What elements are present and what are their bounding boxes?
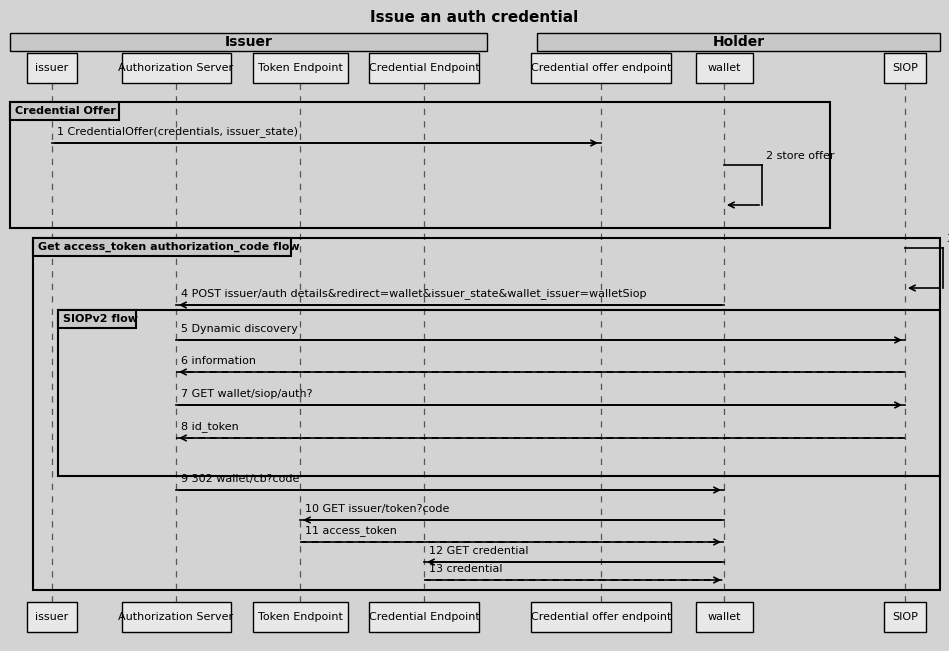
- Text: wallet: wallet: [707, 612, 741, 622]
- Text: 8 id_token: 8 id_token: [181, 421, 239, 432]
- Text: 7 GET wallet/siop/auth?: 7 GET wallet/siop/auth?: [181, 389, 312, 399]
- Bar: [121, 602, 231, 632]
- Bar: [58, 310, 137, 328]
- Text: Get access_token authorization_code flow: Get access_token authorization_code flow: [38, 242, 300, 252]
- Text: issuer: issuer: [35, 612, 68, 622]
- Text: 6 information: 6 information: [181, 356, 256, 366]
- Bar: [369, 53, 479, 83]
- Text: Credential Endpoint: Credential Endpoint: [368, 63, 479, 73]
- Text: Holder: Holder: [713, 35, 765, 49]
- Text: 11 access_token: 11 access_token: [305, 525, 397, 536]
- Text: issuer: issuer: [35, 63, 68, 73]
- Text: Authorization Server: Authorization Server: [119, 612, 233, 622]
- Text: Credential Offer: Credential Offer: [15, 106, 116, 116]
- Bar: [696, 602, 753, 632]
- Bar: [58, 310, 940, 476]
- Text: 5 Dynamic discovery: 5 Dynamic discovery: [181, 324, 298, 334]
- Text: Issue an auth credential: Issue an auth credential: [370, 10, 579, 25]
- Bar: [10, 33, 487, 51]
- Bar: [696, 53, 753, 83]
- Bar: [252, 602, 347, 632]
- Bar: [531, 602, 671, 632]
- Text: 13 credential: 13 credential: [429, 564, 503, 574]
- Text: Credential offer endpoint: Credential offer endpoint: [530, 612, 671, 622]
- Text: Credential offer endpoint: Credential offer endpoint: [530, 63, 671, 73]
- Bar: [33, 238, 940, 590]
- Text: 1 CredentialOffer(credentials, issuer_state): 1 CredentialOffer(credentials, issuer_st…: [57, 126, 298, 137]
- Text: Token Endpoint: Token Endpoint: [257, 63, 343, 73]
- Bar: [252, 53, 347, 83]
- Bar: [27, 53, 77, 83]
- Text: SIOP: SIOP: [892, 63, 918, 73]
- Text: Authorization Server: Authorization Server: [119, 63, 233, 73]
- Text: 9 302 wallet/cb?code: 9 302 wallet/cb?code: [181, 474, 299, 484]
- Bar: [33, 238, 291, 256]
- Bar: [121, 53, 231, 83]
- Bar: [10, 102, 830, 228]
- Text: 2 store offer: 2 store offer: [766, 151, 834, 161]
- Text: SIOPv2 flow: SIOPv2 flow: [63, 314, 138, 324]
- Text: wallet: wallet: [707, 63, 741, 73]
- Bar: [10, 102, 120, 120]
- Text: Token Endpoint: Token Endpoint: [257, 612, 343, 622]
- Text: 10 GET issuer/token?code: 10 GET issuer/token?code: [305, 504, 450, 514]
- Text: Credential Endpoint: Credential Endpoint: [368, 612, 479, 622]
- Bar: [369, 602, 479, 632]
- Bar: [884, 602, 926, 632]
- Bar: [884, 53, 926, 83]
- Bar: [531, 53, 671, 83]
- Bar: [27, 602, 77, 632]
- Bar: [537, 33, 940, 51]
- Text: 4 POST issuer/auth details&redirect=wallet&issuer_state&wallet_issuer=walletSiop: 4 POST issuer/auth details&redirect=wall…: [181, 288, 646, 299]
- Text: 12 GET credential: 12 GET credential: [429, 546, 529, 556]
- Text: Issuer: Issuer: [225, 35, 272, 49]
- Text: SIOP: SIOP: [892, 612, 918, 622]
- Text: 3 create request: 3 create request: [947, 234, 949, 244]
